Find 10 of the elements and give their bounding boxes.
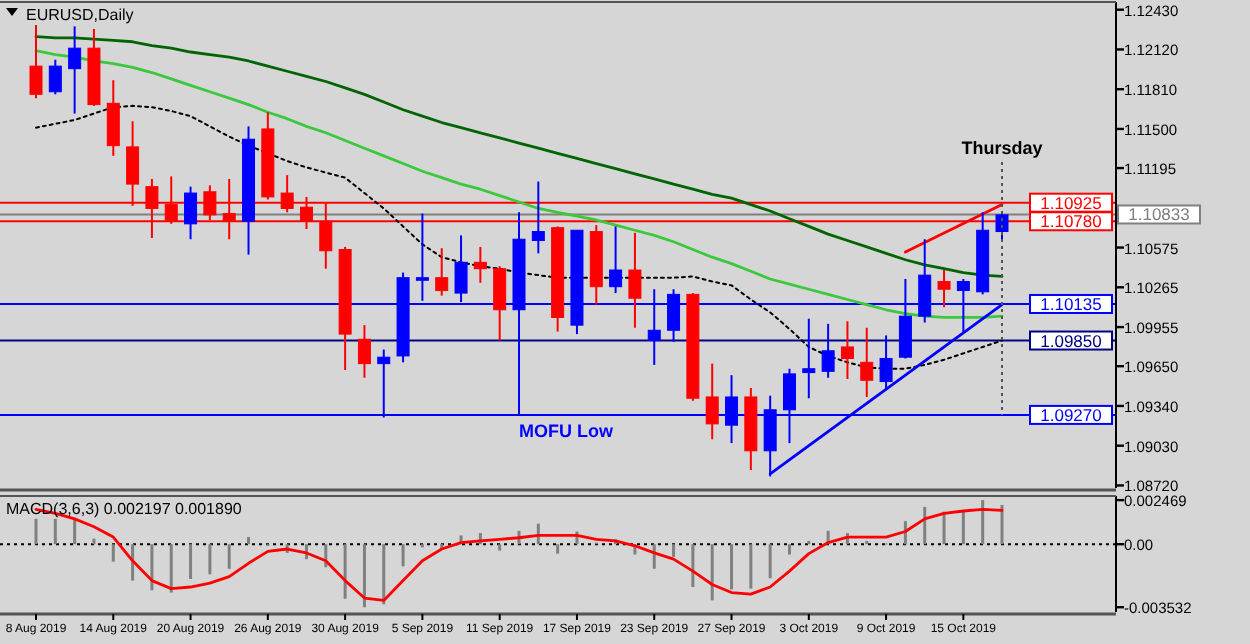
ref-line-label: 1.10833 — [1128, 204, 1191, 225]
ref-line-label: 1.10925 — [1040, 192, 1103, 213]
ref-line-label: 1.10780 — [1040, 211, 1103, 232]
annotation: MOFU Low — [519, 420, 615, 441]
ref-line-label: 1.09850 — [1040, 330, 1103, 351]
ref-line-label: 1.10135 — [1040, 293, 1103, 314]
chart-title: MACD(3,6,3) 0.002197 0.001890 — [6, 500, 243, 518]
ref-line-label: 1.09270 — [1040, 404, 1103, 425]
chart-title: EURUSD,Daily — [26, 6, 134, 24]
annotation: Thursday — [961, 138, 1043, 158]
